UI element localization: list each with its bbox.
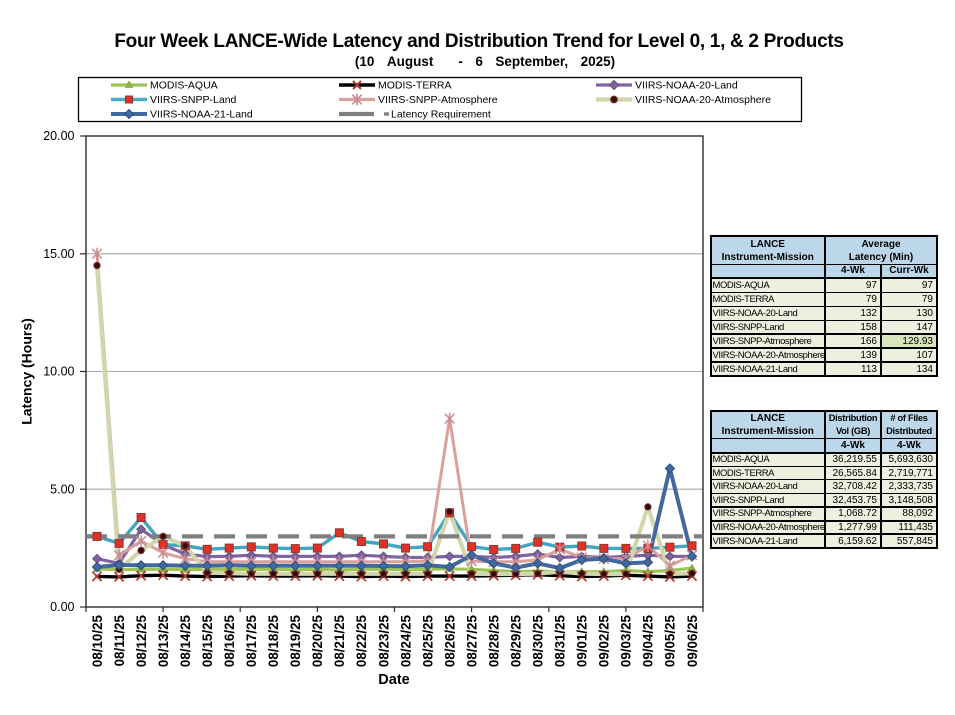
svg-text:08/25/25: 08/25/25 [420, 614, 435, 667]
svg-text:15.00: 15.00 [43, 247, 74, 261]
svg-text:08/10/25: 08/10/25 [90, 614, 105, 667]
svg-text:MODIS-AQUA: MODIS-AQUA [150, 80, 218, 92]
svg-text:0.00: 0.00 [50, 600, 74, 614]
svg-text:08/20/25: 08/20/25 [310, 614, 325, 667]
svg-text:VIIRS-NOAA-21-Land: VIIRS-NOAA-21-Land [150, 109, 253, 121]
svg-text:09/05/25: 09/05/25 [663, 614, 678, 667]
svg-text:Date: Date [378, 672, 409, 688]
svg-text:09/06/25: 09/06/25 [685, 614, 700, 667]
svg-text:VIIRS-NOAA-20-Atmosphere: VIIRS-NOAA-20-Atmosphere [635, 94, 771, 106]
svg-text:08/12/25: 08/12/25 [134, 614, 149, 667]
svg-text:Latency Requirement: Latency Requirement [391, 109, 491, 121]
svg-text:08/19/25: 08/19/25 [288, 614, 303, 667]
svg-text:Four Week LANCE-Wide Latency a: Four Week LANCE-Wide Latency and Distrib… [114, 31, 843, 52]
svg-text:08/27/25: 08/27/25 [464, 614, 479, 667]
svg-text:09/03/25: 09/03/25 [619, 614, 634, 667]
svg-text:VIIRS-SNPP-Atmosphere: VIIRS-SNPP-Atmosphere [378, 94, 498, 106]
svg-text:08/21/25: 08/21/25 [332, 614, 347, 667]
svg-text:08/14/25: 08/14/25 [178, 614, 193, 667]
svg-text:09/01/25: 09/01/25 [575, 614, 590, 667]
svg-text:08/24/25: 08/24/25 [398, 614, 413, 667]
svg-text:08/26/25: 08/26/25 [442, 614, 457, 667]
svg-text:20.00: 20.00 [43, 129, 74, 143]
svg-text:08/11/25: 08/11/25 [112, 614, 127, 666]
svg-text:09/02/25: 09/02/25 [597, 614, 612, 667]
svg-text:08/17/25: 08/17/25 [244, 614, 259, 667]
svg-text:08/28/25: 08/28/25 [487, 614, 502, 667]
svg-text:10.00: 10.00 [43, 365, 74, 379]
svg-text:08/15/25: 08/15/25 [200, 614, 215, 667]
svg-text:08/18/25: 08/18/25 [266, 614, 281, 667]
svg-text:08/29/25: 08/29/25 [509, 614, 524, 667]
svg-text:09/04/25: 09/04/25 [641, 614, 656, 667]
svg-text:08/30/25: 08/30/25 [531, 614, 546, 667]
svg-text:VIIRS-NOAA-20-Land: VIIRS-NOAA-20-Land [635, 80, 738, 92]
svg-text:08/13/25: 08/13/25 [156, 614, 171, 667]
svg-text:5.00: 5.00 [50, 482, 74, 496]
svg-text:(10 August - 6 September: (10 August - 6 September, 2025) [355, 54, 615, 69]
svg-text:Latency (Hours): Latency (Hours) [19, 318, 35, 425]
svg-text:08/31/25: 08/31/25 [553, 614, 568, 667]
svg-text:08/16/25: 08/16/25 [222, 614, 237, 667]
svg-text:08/23/25: 08/23/25 [376, 614, 391, 667]
svg-text:VIIRS-SNPP-Land: VIIRS-SNPP-Land [150, 94, 237, 106]
svg-text:MODIS-TERRA: MODIS-TERRA [378, 80, 452, 92]
svg-text:08/22/25: 08/22/25 [354, 614, 369, 667]
